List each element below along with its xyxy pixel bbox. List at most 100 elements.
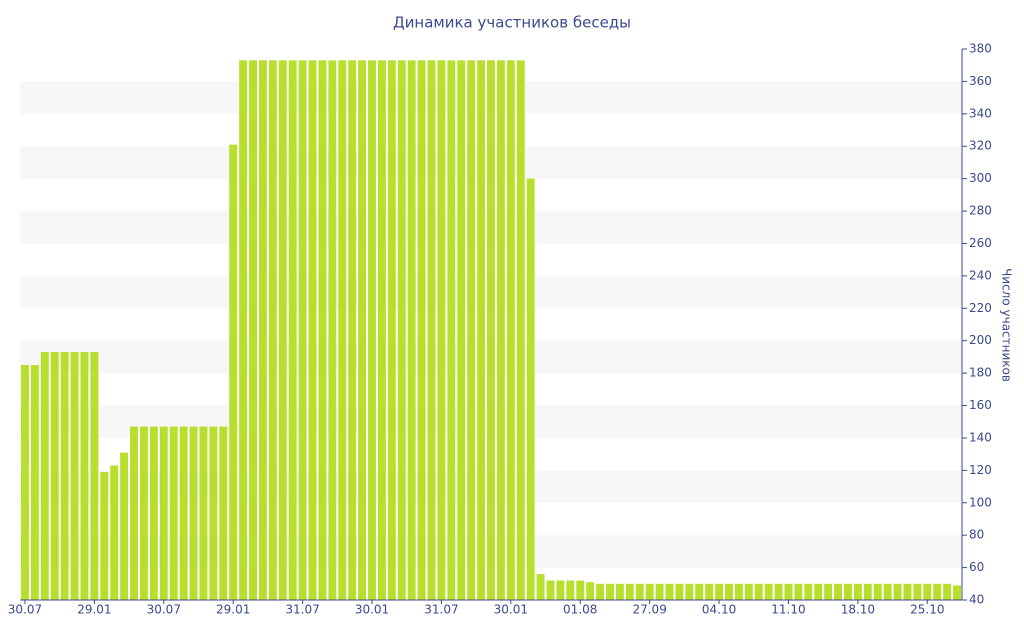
bar [437, 60, 446, 600]
bar [725, 583, 733, 600]
bar [853, 583, 862, 600]
bar [903, 583, 912, 600]
bar [556, 580, 565, 600]
bar [50, 352, 59, 600]
x-tick-label: 29.01 [77, 603, 111, 617]
y-tick-label: 200 [969, 333, 992, 347]
x-tick-label: 30.01 [355, 603, 389, 617]
bar [536, 574, 545, 600]
bar [179, 426, 188, 600]
x-tick-label: 11.10 [771, 603, 805, 617]
bar [824, 583, 833, 600]
y-tick-label: 100 [969, 495, 992, 509]
bar [308, 60, 317, 600]
bar [199, 426, 208, 600]
y-tick-label: 300 [969, 171, 992, 185]
bar [100, 471, 109, 600]
bar [358, 60, 367, 600]
bar [219, 426, 228, 600]
bar [159, 426, 168, 600]
bar [447, 60, 456, 600]
bar [477, 60, 486, 600]
bar [368, 60, 376, 600]
bar [873, 583, 882, 600]
y-tick-label: 140 [969, 430, 992, 444]
bar [139, 426, 148, 600]
bar [130, 426, 138, 600]
bar [953, 585, 962, 600]
bar [209, 426, 218, 600]
bar [596, 583, 605, 600]
bar [278, 60, 287, 600]
bar [774, 583, 783, 600]
chart-title: Динамика участников беседы [393, 14, 631, 32]
y-tick-label: 240 [969, 268, 992, 282]
x-tick-label: 04.10 [702, 603, 736, 617]
bar [645, 583, 654, 600]
y-tick-label: 120 [969, 463, 992, 477]
bar [744, 583, 753, 600]
bar [715, 583, 724, 600]
bar [586, 582, 595, 600]
bar [348, 60, 357, 600]
bar [695, 583, 704, 600]
bar [883, 583, 892, 600]
bar [546, 580, 555, 600]
bar [923, 583, 932, 600]
bar [496, 60, 505, 600]
x-tick-label: 30.07 [147, 603, 181, 617]
bar [457, 60, 466, 600]
bar [625, 583, 634, 600]
bar [804, 583, 813, 600]
bar [615, 583, 624, 600]
bar [576, 580, 585, 600]
x-tick-label: 30.01 [494, 603, 528, 617]
bar [110, 465, 119, 600]
bar [90, 352, 99, 600]
bar [516, 60, 525, 600]
bar [338, 60, 347, 600]
y-tick-label: 320 [969, 139, 992, 153]
y-tick-label: 360 [969, 74, 992, 88]
bar [120, 452, 129, 600]
bar [685, 583, 694, 600]
bar [893, 583, 902, 600]
bar [258, 60, 267, 600]
bar [249, 60, 257, 600]
bar [675, 583, 684, 600]
x-tick-label: 31.07 [285, 603, 319, 617]
bar [467, 60, 476, 600]
y-tick-label: 40 [969, 593, 984, 607]
bar [229, 144, 238, 601]
bar [814, 583, 823, 600]
bar [377, 60, 386, 600]
bar [268, 60, 277, 600]
y-tick-label: 220 [969, 301, 992, 315]
bar [318, 60, 327, 600]
bar [606, 583, 614, 600]
x-tick-label: 25.10 [910, 603, 944, 617]
y-tick-label: 280 [969, 204, 992, 218]
bar [863, 583, 872, 600]
x-tick-label: 29.01 [216, 603, 250, 617]
y-tick-label: 340 [969, 106, 992, 120]
bar [635, 583, 644, 600]
y-tick-label: 80 [969, 528, 984, 542]
y-tick-label: 160 [969, 398, 992, 412]
bar [734, 583, 743, 600]
bar [60, 352, 69, 600]
bar [705, 583, 714, 600]
x-tick-label: 01.08 [563, 603, 597, 617]
bar [754, 583, 763, 600]
bar [189, 426, 198, 600]
bar [943, 583, 952, 600]
bar [844, 583, 852, 600]
bar [834, 583, 843, 600]
y-tick-label: 60 [969, 560, 984, 574]
bar [169, 426, 178, 600]
y-axis-title: Число участников [1000, 268, 1014, 382]
bar [487, 60, 495, 600]
bar [407, 60, 416, 600]
